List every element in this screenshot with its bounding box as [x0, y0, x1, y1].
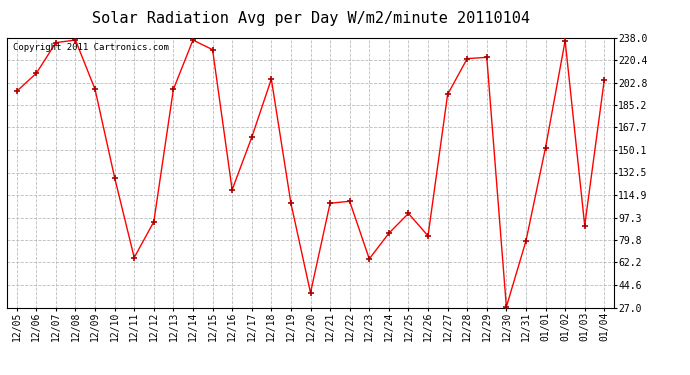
Text: Copyright 2011 Cartronics.com: Copyright 2011 Cartronics.com [13, 43, 169, 52]
Text: Solar Radiation Avg per Day W/m2/minute 20110104: Solar Radiation Avg per Day W/m2/minute … [92, 11, 529, 26]
